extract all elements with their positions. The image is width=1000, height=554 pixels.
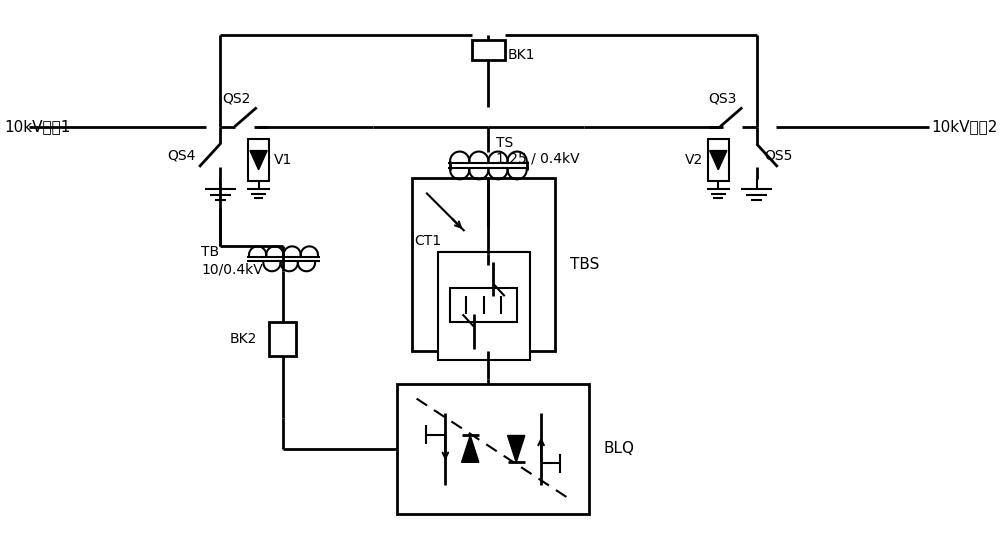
Text: BK1: BK1 (508, 48, 535, 62)
Bar (472, 40, 505, 60)
Text: QS4: QS4 (168, 148, 196, 162)
Text: 10/0.4kV: 10/0.4kV (201, 263, 263, 276)
Polygon shape (462, 435, 479, 462)
Bar (438, 252, 530, 360)
Polygon shape (250, 151, 267, 170)
Text: 1.25 / 0.4kV: 1.25 / 0.4kV (496, 152, 580, 166)
Bar (450, 289, 517, 322)
Text: 10kV线路1: 10kV线路1 (5, 119, 71, 134)
Text: TBS: TBS (570, 257, 599, 272)
Bar (269, 322, 296, 356)
Text: V1: V1 (274, 153, 292, 167)
Text: QS3: QS3 (709, 91, 737, 106)
Bar (248, 139, 269, 181)
Polygon shape (710, 151, 727, 170)
Text: QS2: QS2 (222, 91, 251, 106)
Bar (708, 139, 729, 181)
Text: TS: TS (496, 136, 513, 150)
Text: BLQ: BLQ (603, 442, 634, 456)
Text: CT1: CT1 (414, 234, 441, 248)
Polygon shape (508, 435, 525, 462)
Bar (412, 178, 555, 351)
Polygon shape (466, 264, 493, 294)
Text: BK2: BK2 (230, 332, 257, 346)
Text: 10kV线路2: 10kV线路2 (931, 119, 997, 134)
Bar (397, 384, 589, 514)
Text: V2: V2 (685, 153, 703, 167)
Text: QS5: QS5 (764, 148, 793, 162)
Text: TB: TB (201, 245, 219, 259)
Polygon shape (474, 316, 501, 347)
Bar (441, 252, 527, 306)
